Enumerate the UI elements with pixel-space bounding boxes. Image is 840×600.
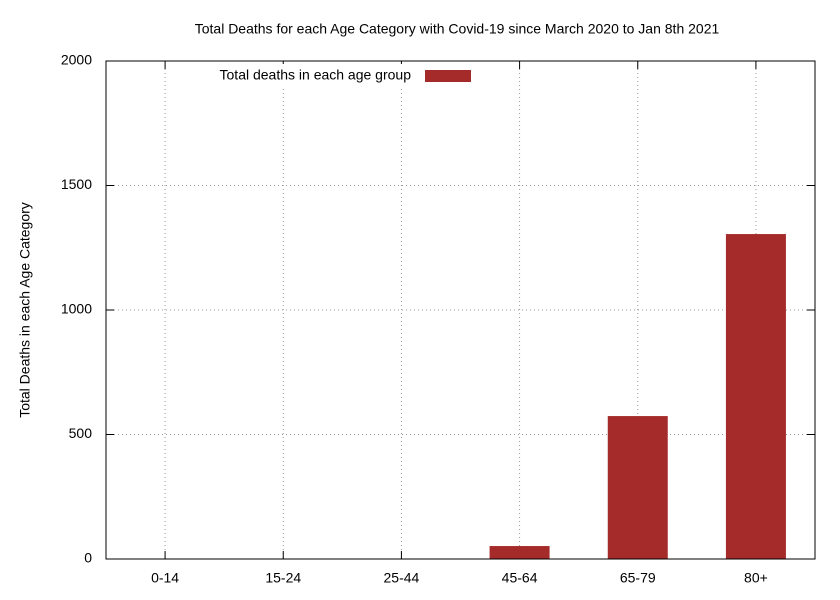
bar xyxy=(725,234,786,559)
y-tick-label: 500 xyxy=(69,425,93,441)
y-tick-label: 1000 xyxy=(61,301,92,317)
y-tick-label: 0 xyxy=(84,550,92,566)
x-tick-label: 0-14 xyxy=(151,570,179,586)
chart-title: Total Deaths for each Age Category with … xyxy=(195,21,720,37)
y-tick-label: 2000 xyxy=(61,52,92,68)
bar xyxy=(489,546,550,559)
x-tick-label: 65-79 xyxy=(620,570,656,586)
x-tick-label: 45-64 xyxy=(502,570,538,586)
x-tick-label: 80+ xyxy=(744,570,768,586)
y-tick-label: 1500 xyxy=(61,176,92,192)
legend-swatch xyxy=(425,70,471,82)
legend-label: Total deaths in each age group xyxy=(220,67,412,83)
plot-frame xyxy=(105,60,816,560)
x-tick-label: 25-44 xyxy=(384,570,420,586)
x-tick-label: 15-24 xyxy=(265,570,301,586)
y-axis-label: Total Deaths in each Age Category xyxy=(17,202,33,418)
bar xyxy=(607,416,668,559)
